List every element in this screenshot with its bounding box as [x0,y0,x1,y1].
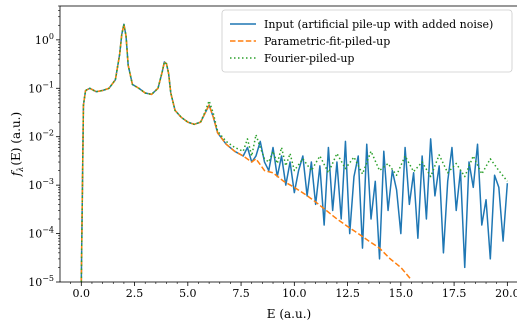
legend-box [221,9,513,73]
y-axis-label-sub: λ [16,167,25,173]
series-line-3 [80,23,508,282]
x-tick-label: 15.0 [389,287,414,300]
y-tick-label: 10−5 [28,274,54,289]
legend-label-3: Fourier-piled-up [264,52,354,65]
y-axis-label: fλ(E) (a.u.) [9,112,25,177]
y-axis-label-main: f [9,169,23,177]
y-axis-label-rest: (E) (a.u.) [9,112,23,166]
x-tick-label: 7.5 [232,287,250,300]
x-tick-label: 2.5 [126,287,144,300]
y-tick-label: 10−3 [28,177,54,192]
x-tick-label: 0.0 [73,287,91,300]
x-tick-label: 17.5 [442,287,467,300]
x-tick-label: 10.0 [282,287,307,300]
x-tick-label: 12.5 [335,287,360,300]
x-axis-label: E (a.u.) [267,307,311,321]
x-tick-label: 5.0 [179,287,197,300]
x-tick-label: 20.0 [495,287,517,300]
series-line-2 [80,23,413,282]
legend: Input (artificial pile-up with added noi… [221,9,513,73]
y-tick-label: 10−2 [28,129,54,144]
legend-label-2: Parametric-fit-piled-up [264,35,390,48]
y-tick-label: 10−4 [28,226,54,241]
y-tick-label: 100 [35,32,54,47]
y-tick-label: 10−1 [28,80,54,95]
legend-label-1: Input (artificial pile-up with added noi… [264,18,493,31]
series-layer [80,23,509,282]
axes-layer: 0.0 2.5 5.0 7.5 10.0 12.5 15.0 17.5 20.0 10−5 10−4… [28,5,517,300]
